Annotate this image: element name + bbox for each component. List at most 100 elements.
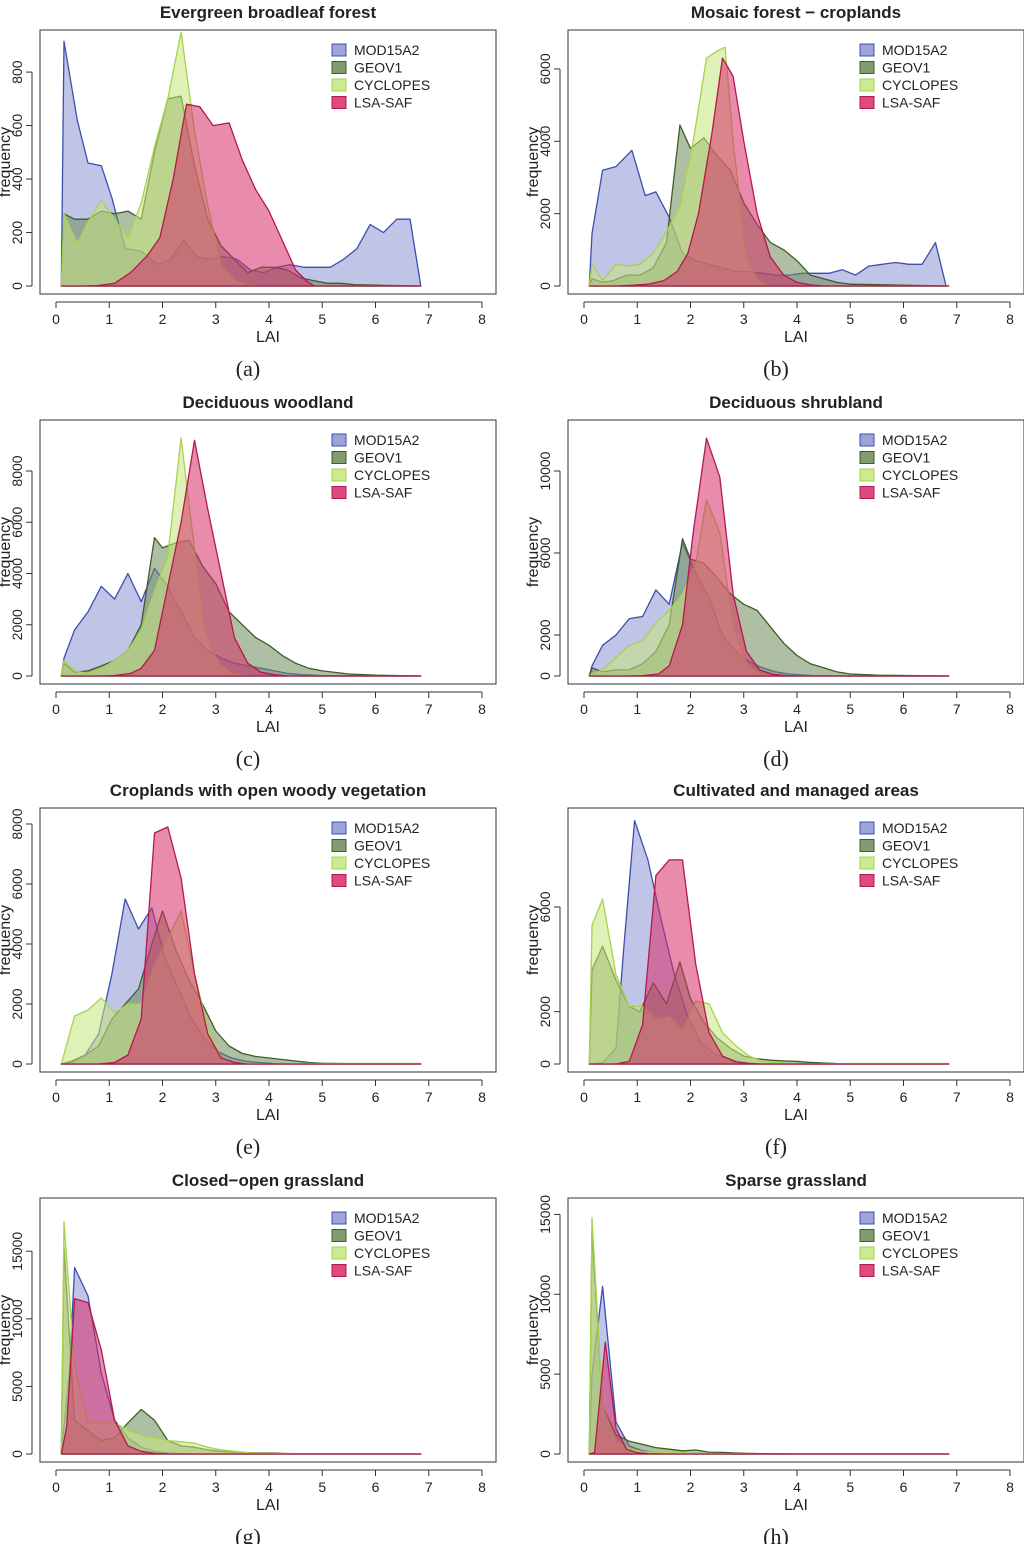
plot-frame — [39, 807, 497, 1073]
legend-swatch-lsa-saf — [331, 96, 347, 109]
legend-label: LSA-SAF — [354, 95, 412, 111]
legend-label: GEOV1 — [354, 1228, 402, 1244]
y-tick-label: 6000 — [9, 506, 25, 537]
legend-label: CYCLOPES — [354, 467, 430, 483]
panel-f: Cultivated and managed areas 0 1 2 3 4 5 6 7 8 LAI… — [525, 781, 1024, 1159]
panel-label: (c) — [236, 746, 260, 771]
panel-c: Deciduous woodland 0 1 2 3 4 5 6 7 8 LAI 0 2000 4000 6… — [0, 393, 497, 771]
legend-swatch-cyclopes — [859, 78, 875, 92]
y-tick-label: 6000 — [537, 891, 553, 922]
panel-label: (d) — [763, 746, 789, 771]
panel-title: Mosaic forest − croplands — [691, 3, 901, 22]
x-tick-label: 3 — [212, 1479, 220, 1495]
panel-title: Deciduous woodland — [183, 393, 354, 412]
y-tick-label: 4000 — [9, 928, 25, 959]
x-tick-label: 0 — [580, 311, 588, 327]
y-tick-label: 800 — [9, 60, 25, 84]
x-tick-label: 7 — [425, 311, 433, 327]
x-tick-label: 3 — [740, 311, 748, 327]
panel-title: Sparse grassland — [725, 1171, 867, 1190]
x-tick-label: 5 — [318, 701, 326, 717]
x-tick-label: 1 — [105, 1089, 113, 1105]
y-tick-label: 6000 — [9, 868, 25, 899]
legend-swatch-lsa-saf — [331, 874, 347, 887]
x-tick-label: 6 — [900, 701, 908, 717]
legend-label: MOD15A2 — [354, 432, 420, 448]
x-tick-label: 2 — [159, 1089, 167, 1105]
legend-label: GEOV1 — [882, 838, 930, 854]
y-tick-label: 15000 — [537, 1195, 553, 1234]
legend-swatch-mod15a2 — [331, 43, 347, 57]
legend-label: LSA-SAF — [354, 873, 412, 889]
x-tick-label: 2 — [159, 701, 167, 717]
legend-swatch-cyclopes — [331, 468, 347, 482]
y-tick-label: 5000 — [537, 1358, 553, 1389]
legend-label: MOD15A2 — [882, 820, 948, 836]
legend-label: GEOV1 — [354, 60, 402, 76]
legend-swatch-geov1 — [331, 1229, 347, 1242]
panel-b: Mosaic forest − croplands 0 1 2 3 4 5 6 7 8 LAI 0 20… — [525, 3, 1024, 381]
y-axis-label: frequency — [525, 127, 542, 197]
series-area-lsa-saf — [60, 103, 422, 287]
series-area-mod15a2 — [588, 1285, 950, 1455]
x-tick-label: 0 — [52, 701, 60, 717]
x-tick-label: 6 — [372, 1089, 380, 1105]
x-tick-label: 1 — [105, 701, 113, 717]
y-tick-label: 8000 — [9, 808, 25, 839]
x-tick-label: 3 — [212, 1089, 220, 1105]
plot-frame — [567, 419, 1024, 685]
panel-title: Deciduous shrubland — [709, 393, 883, 412]
x-axis-label: LAI — [784, 1107, 808, 1124]
x-tick-label: 6 — [372, 701, 380, 717]
legend-swatch-geov1 — [331, 61, 347, 74]
x-tick-label: 8 — [1006, 1089, 1014, 1105]
legend-label: LSA-SAF — [882, 485, 940, 501]
legend-label: LSA-SAF — [354, 485, 412, 501]
legend-swatch-lsa-saf — [859, 1264, 875, 1277]
x-tick-label: 4 — [265, 701, 273, 717]
legend-label: LSA-SAF — [882, 873, 940, 889]
legend-swatch-geov1 — [859, 1229, 875, 1242]
panel-label: (e) — [236, 1134, 260, 1159]
series-area-lsa-saf — [60, 1297, 422, 1455]
x-tick-label: 5 — [846, 1089, 854, 1105]
legend-label: LSA-SAF — [354, 1263, 412, 1279]
x-tick-label: 3 — [212, 701, 220, 717]
legend-swatch-lsa-saf — [859, 96, 875, 109]
x-tick-label: 3 — [212, 311, 220, 327]
panel-a: Evergreen broadleaf forest 0 1 2 3 4 5 6 7 8 LAI 0 2… — [0, 3, 497, 381]
x-tick-label: 6 — [372, 311, 380, 327]
panel-e: Croplands with open woody vegetation 0 1 2 3… — [0, 781, 497, 1159]
y-axis-label: frequency — [0, 905, 14, 975]
legend-label: MOD15A2 — [354, 1210, 420, 1226]
y-tick-label: 2000 — [9, 988, 25, 1019]
x-tick-label: 6 — [372, 1479, 380, 1495]
legend-swatch-cyclopes — [331, 78, 347, 92]
legend-swatch-geov1 — [331, 451, 347, 464]
legend-label: LSA-SAF — [882, 95, 940, 111]
y-axis-label: frequency — [525, 517, 542, 587]
legend-label: MOD15A2 — [354, 42, 420, 58]
x-tick-label: 0 — [580, 1479, 588, 1495]
x-tick-label: 7 — [425, 1089, 433, 1105]
y-tick-label: 2000 — [537, 996, 553, 1027]
x-tick-label: 0 — [52, 311, 60, 327]
y-axis-label: frequency — [0, 517, 14, 587]
x-tick-label: 0 — [52, 1479, 60, 1495]
x-tick-label: 2 — [687, 701, 695, 717]
y-tick-label: 0 — [537, 282, 553, 290]
x-tick-label: 4 — [265, 311, 273, 327]
legend-label: MOD15A2 — [882, 1210, 948, 1226]
y-tick-label: 600 — [9, 114, 25, 138]
legend-label: GEOV1 — [882, 450, 930, 466]
legend-swatch-mod15a2 — [859, 43, 875, 57]
series-area-lsa-saf — [588, 437, 950, 677]
x-tick-label: 5 — [846, 1479, 854, 1495]
y-tick-label: 0 — [9, 1450, 25, 1458]
legend-label: CYCLOPES — [354, 855, 430, 871]
y-tick-label: 8000 — [9, 455, 25, 486]
